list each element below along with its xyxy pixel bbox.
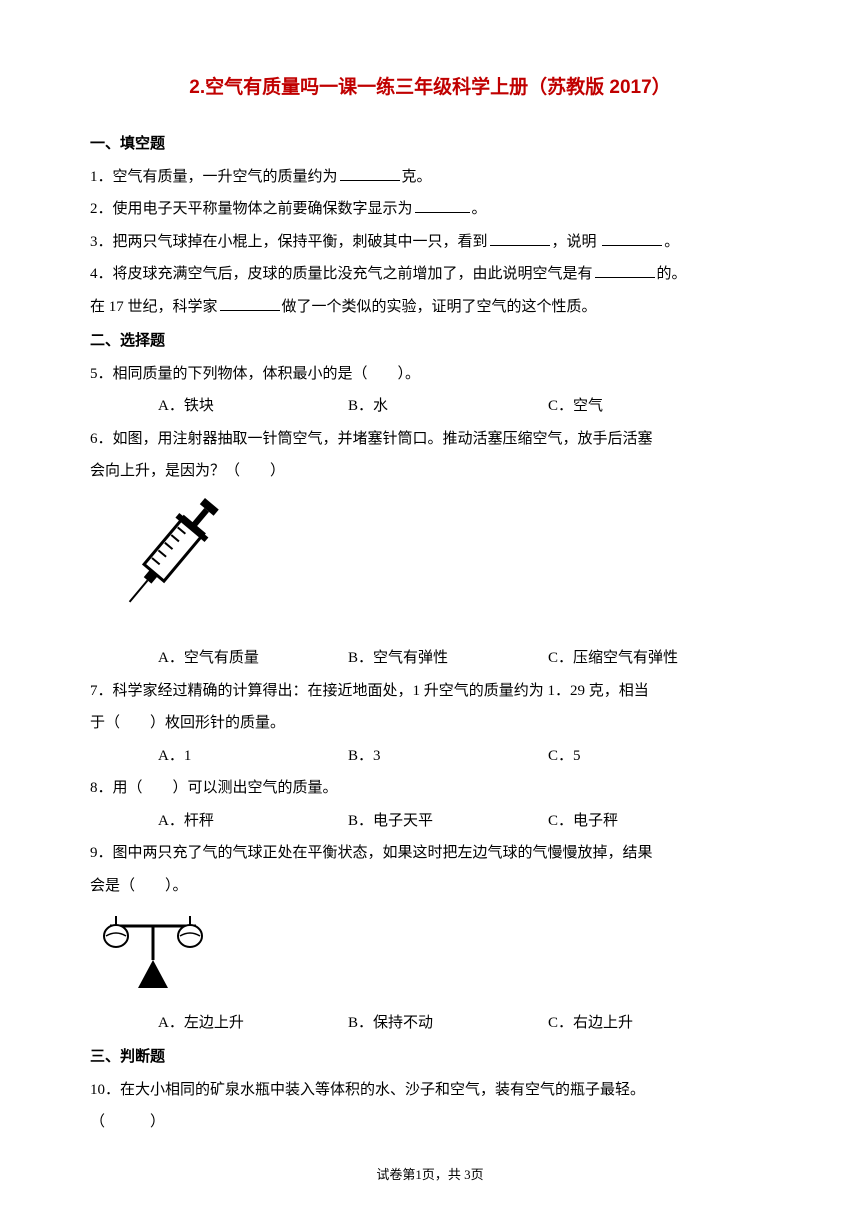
q9-opt-b[interactable]: B．保持不动	[348, 1009, 548, 1038]
q3-suffix: 。	[664, 234, 679, 250]
q9-opt-c[interactable]: C．右边上升	[548, 1009, 770, 1038]
q5-options: A．铁块 B．水 C．空气	[90, 392, 770, 421]
worksheet-page: 2.空气有质量吗一课一练三年级科学上册（苏教版 2017） 一、填空题 1．空气…	[0, 0, 860, 1216]
q2: 2．使用电子天平称量物体之前要确保数字显示为 。	[90, 195, 770, 224]
q6-stem1: 6．如图，用注射器抽取一针筒空气，并堵塞针筒口。推动活塞压缩空气，放手后活塞	[90, 425, 770, 454]
q8-opt-a[interactable]: A．杆秤	[158, 807, 348, 836]
q9-options: A．左边上升 B．保持不动 C．右边上升	[90, 1009, 770, 1038]
q1-suffix: 克。	[402, 169, 432, 185]
q4-blank2[interactable]	[220, 295, 280, 311]
page-footer: 试卷第1页，共 3页	[0, 1163, 860, 1188]
q2-suffix: 。	[472, 201, 487, 217]
q3: 3．把两只气球掉在小棍上，保持平衡，刺破其中一只，看到 ，说明 。	[90, 228, 770, 257]
q2-blank[interactable]	[415, 197, 470, 213]
q7-options: A．1 B．3 C．5	[90, 742, 770, 771]
q7-stem2: 于（ ）枚回形针的质量。	[90, 709, 770, 738]
balance-figure	[98, 906, 770, 1007]
q9-stem1: 9．图中两只充了气的气球正处在平衡状态，如果这时把左边气球的气慢慢放掉，结果	[90, 839, 770, 868]
q4-line2b: 做了一个类似的实验，证明了空气的这个性质。	[282, 299, 597, 315]
q2-prefix: 2．使用电子天平称量物体之前要确保数字显示为	[90, 201, 413, 217]
section-heading-tf: 三、判断题	[90, 1043, 770, 1072]
q8-stem: 8．用（ ）可以测出空气的质量。	[90, 774, 770, 803]
q7-opt-a[interactable]: A．1	[158, 742, 348, 771]
q6-stem2: 会向上升，是因为？（ ）	[90, 457, 770, 486]
balance-icon	[98, 906, 208, 996]
q7-opt-c[interactable]: C．5	[548, 742, 770, 771]
q3-prefix: 3．把两只气球掉在小棍上，保持平衡，刺破其中一只，看到	[90, 234, 488, 250]
q3-blank1[interactable]	[490, 230, 550, 246]
q6-opt-c[interactable]: C．压缩空气有弹性	[548, 644, 770, 673]
q5-opt-b[interactable]: B．水	[348, 392, 548, 421]
q6-opt-a[interactable]: A．空气有质量	[158, 644, 348, 673]
q8-opt-c[interactable]: C．电子秤	[548, 807, 770, 836]
q9-opt-a[interactable]: A．左边上升	[158, 1009, 348, 1038]
q4-suffix: 的。	[657, 266, 687, 282]
q1-prefix: 1．空气有质量，一升空气的质量约为	[90, 169, 338, 185]
q4-line2: 在 17 世纪，科学家 做了一个类似的实验，证明了空气的这个性质。	[90, 293, 770, 322]
q6-options: A．空气有质量 B．空气有弹性 C．压缩空气有弹性	[90, 644, 770, 673]
q4-blank1[interactable]	[595, 262, 655, 278]
q5-stem: 5．相同质量的下列物体，体积最小的是（ ）。	[90, 360, 770, 389]
q4-line2a: 在 17 世纪，科学家	[90, 299, 218, 315]
q3-blank2[interactable]	[602, 230, 662, 246]
q10-paren[interactable]: （ ）	[90, 1108, 770, 1137]
q4: 4．将皮球充满空气后，皮球的质量比没充气之前增加了，由此说明空气是有 的。	[90, 260, 770, 289]
q5-opt-a[interactable]: A．铁块	[158, 392, 348, 421]
q9-stem2: 会是（ ）。	[90, 872, 770, 901]
syringe-figure	[98, 492, 770, 643]
q8-opt-b[interactable]: B．电子天平	[348, 807, 548, 836]
q1-blank[interactable]	[340, 165, 400, 181]
syringe-icon	[98, 492, 228, 632]
section-heading-choice: 二、选择题	[90, 327, 770, 356]
q7-opt-b[interactable]: B．3	[348, 742, 548, 771]
q5-opt-c[interactable]: C．空气	[548, 392, 770, 421]
q8-options: A．杆秤 B．电子天平 C．电子秤	[90, 807, 770, 836]
q7-stem1: 7．科学家经过精确的计算得出：在接近地面处，1 升空气的质量约为 1．29 克，…	[90, 677, 770, 706]
section-heading-fill: 一、填空题	[90, 130, 770, 159]
q4-prefix: 4．将皮球充满空气后，皮球的质量比没充气之前增加了，由此说明空气是有	[90, 266, 593, 282]
q6-opt-b[interactable]: B．空气有弹性	[348, 644, 548, 673]
q3-mid: ，说明	[552, 234, 601, 250]
q10-stem: 10．在大小相同的矿泉水瓶中装入等体积的水、沙子和空气，装有空气的瓶子最轻。	[90, 1076, 770, 1105]
q1: 1．空气有质量，一升空气的质量约为 克。	[90, 163, 770, 192]
page-title: 2.空气有质量吗一课一练三年级科学上册（苏教版 2017）	[90, 70, 770, 106]
